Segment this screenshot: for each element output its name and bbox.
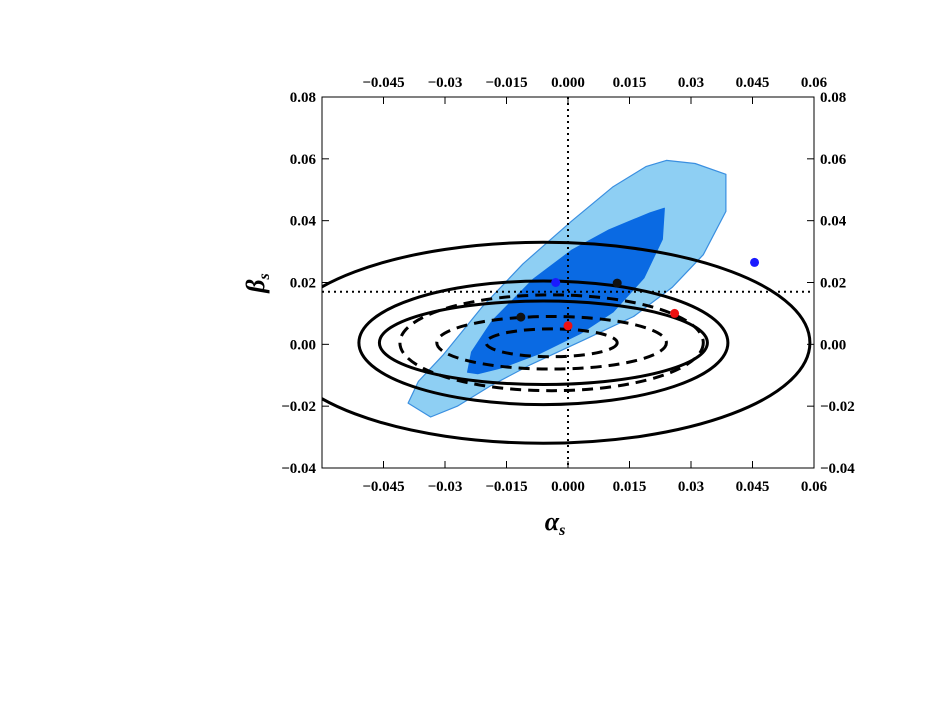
y-tick-label-left: 0.02 (290, 276, 316, 292)
x-tick-label-top: −0.045 (362, 75, 404, 91)
x-tick-label-bottom: 0.000 (551, 479, 585, 495)
contour-dashed-5 (484, 327, 619, 359)
data-point-3 (516, 312, 526, 322)
x-tick-label-top: −0.03 (428, 75, 463, 91)
y-tick-label-right: 0.02 (820, 276, 846, 292)
y-tick-label-right: 0.06 (820, 152, 847, 168)
contour-solid-2 (377, 299, 709, 387)
x-tick-label-top: 0.000 (551, 75, 585, 91)
contour-lines (322, 240, 812, 445)
x-tick-label-top: 0.06 (801, 75, 828, 91)
contour-solid-0 (322, 240, 812, 445)
axis-ticks (322, 96, 815, 469)
data-point-5 (670, 308, 680, 318)
contour-solid-1 (357, 279, 730, 407)
y-tick-label-left: −0.04 (281, 461, 316, 477)
contour-dashed-3 (398, 293, 705, 393)
y-tick-label-right: 0.00 (820, 337, 846, 353)
data-point-2 (612, 278, 622, 288)
y-tick-label-left: 0.08 (290, 90, 316, 106)
data-point-1 (551, 278, 561, 287)
contour-dashed-4 (435, 315, 668, 371)
x-tick-label-bottom: 0.015 (613, 479, 647, 495)
x-tick-label-bottom: 0.045 (736, 479, 770, 495)
y-axis-title: βs (241, 273, 273, 294)
y-tick-label-right: 0.04 (820, 214, 847, 230)
x-tick-label-bottom: −0.045 (362, 479, 404, 495)
data-point-0 (750, 257, 760, 267)
x-tick-label-top: 0.045 (736, 75, 770, 91)
data-points (516, 257, 760, 331)
y-tick-label-left: −0.02 (281, 399, 316, 415)
y-tick-label-right: 0.08 (820, 90, 846, 106)
x-tick-label-top: −0.015 (485, 75, 527, 91)
y-tick-label-left: 0.00 (290, 337, 316, 353)
x-tick-label-top: 0.015 (613, 75, 647, 91)
x-tick-label-bottom: −0.015 (485, 479, 527, 495)
y-tick-label-right: −0.04 (820, 461, 855, 477)
y-tick-label-left: 0.04 (290, 214, 317, 230)
x-tick-label-bottom: 0.06 (801, 479, 828, 495)
y-tick-label-right: −0.02 (820, 399, 855, 415)
tick-labels: −0.045 −0.045 −0.03 −0.03 −0.015 −0.015 0.000 0… (281, 75, 855, 495)
x-axis-title: αs (545, 507, 566, 539)
reference-lines (322, 97, 814, 468)
x-tick-label-bottom: 0.03 (678, 479, 704, 495)
data-point-4 (563, 321, 573, 331)
x-tick-label-top: 0.03 (678, 75, 704, 91)
y-tick-label-left: 0.06 (290, 152, 317, 168)
x-tick-label-bottom: −0.03 (428, 479, 463, 495)
